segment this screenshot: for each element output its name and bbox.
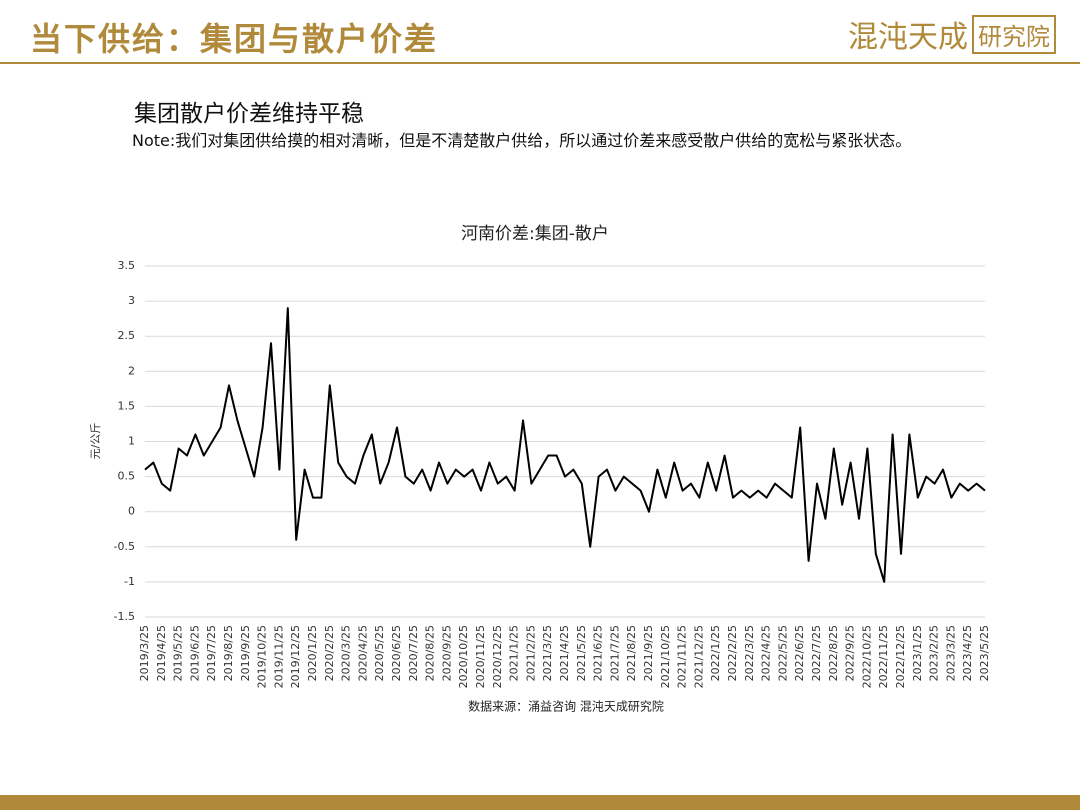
x-tick-label: 2021/11/25 bbox=[676, 625, 689, 688]
logo: 混沌天成 研究院 bbox=[848, 12, 1056, 56]
x-tick-label: 2020/3/25 bbox=[340, 625, 353, 681]
y-tick-label: -1 bbox=[124, 575, 135, 588]
y-tick-label: 0.5 bbox=[118, 470, 136, 483]
x-tick-label: 2019/7/25 bbox=[205, 625, 218, 681]
x-tick-label: 2022/4/25 bbox=[760, 625, 773, 681]
x-tick-label: 2023/5/25 bbox=[978, 625, 991, 681]
x-tick-label: 2022/6/25 bbox=[793, 625, 806, 681]
x-tick-label: 2021/12/25 bbox=[692, 625, 705, 688]
x-tick-label: 2021/9/25 bbox=[642, 625, 655, 681]
x-tick-label: 2019/9/25 bbox=[239, 625, 252, 681]
x-tick-label: 2022/7/25 bbox=[810, 625, 823, 681]
x-tick-label: 2020/5/25 bbox=[373, 625, 386, 681]
y-tick-label: 2.5 bbox=[118, 329, 136, 342]
y-axis-label: 元/公斤 bbox=[89, 423, 102, 460]
x-tick-label: 2020/12/25 bbox=[491, 625, 504, 688]
chart-title: 河南价差:集团-散户 bbox=[461, 224, 609, 244]
x-tick-label: 2020/2/25 bbox=[323, 625, 336, 681]
y-tick-label: 1 bbox=[128, 435, 135, 448]
x-tick-label: 2020/9/25 bbox=[440, 625, 453, 681]
x-tick-label: 2022/12/25 bbox=[894, 625, 907, 688]
source: 数据来源：涌益咨询 混沌天成研究院 bbox=[468, 699, 664, 714]
x-tick-label: 2021/4/25 bbox=[558, 625, 571, 681]
x-tick-label: 2019/10/25 bbox=[256, 625, 269, 688]
x-tick-label: 2021/7/25 bbox=[608, 625, 621, 681]
header-rule bbox=[0, 62, 1080, 64]
x-tick-label: 2022/5/25 bbox=[776, 625, 789, 681]
slide-title: 当下供给：集团与散户价差 bbox=[30, 20, 439, 58]
x-tick-label: 2019/3/25 bbox=[138, 625, 151, 681]
x-tick-label: 2023/4/25 bbox=[961, 625, 974, 681]
y-tick-label: 3 bbox=[128, 294, 135, 307]
x-tick-label: 2019/4/25 bbox=[155, 625, 168, 681]
footer-bar bbox=[0, 795, 1080, 810]
x-tick-label: 2019/12/25 bbox=[289, 625, 302, 688]
x-tick-label: 2019/5/25 bbox=[172, 625, 185, 681]
x-tick-label: 2021/8/25 bbox=[625, 625, 638, 681]
x-tick-label: 2022/3/25 bbox=[743, 625, 756, 681]
x-tick-label: 2020/1/25 bbox=[306, 625, 319, 681]
x-tick-label: 2020/8/25 bbox=[424, 625, 437, 681]
y-tick-label: 2 bbox=[128, 364, 135, 377]
x-tick-label: 2021/3/25 bbox=[541, 625, 554, 681]
y-tick-label: 1.5 bbox=[118, 399, 136, 412]
x-tick-label: 2022/2/25 bbox=[726, 625, 739, 681]
x-tick-label: 2020/11/25 bbox=[474, 625, 487, 688]
x-tick-label: 2022/8/25 bbox=[827, 625, 840, 681]
note: Note:我们对集团供给摸的相对清晰，但是不清楚散户供给，所以通过价差来感受散户… bbox=[132, 131, 912, 150]
x-tick-label: 2022/1/25 bbox=[709, 625, 722, 681]
x-tick-label: 2020/7/25 bbox=[407, 625, 420, 681]
x-tick-label: 2020/4/25 bbox=[356, 625, 369, 681]
x-tick-label: 2020/6/25 bbox=[390, 625, 403, 681]
x-tick-label: 2021/6/25 bbox=[592, 625, 605, 681]
logo-text: 混沌天成 bbox=[848, 20, 968, 55]
x-tick-label: 2023/3/25 bbox=[944, 625, 957, 681]
x-tick-label: 2021/5/25 bbox=[575, 625, 588, 681]
y-tick-label: -0.5 bbox=[114, 540, 135, 553]
x-tick-label: 2019/8/25 bbox=[222, 625, 235, 681]
x-tick-label: 2022/10/25 bbox=[860, 625, 873, 688]
x-tick-label: 2023/1/25 bbox=[911, 625, 924, 681]
x-tick-label: 2022/9/25 bbox=[844, 625, 857, 681]
logo-box: 研究院 bbox=[972, 14, 1056, 54]
x-tick-label: 2021/2/25 bbox=[524, 625, 537, 681]
x-tick-label: 2021/10/25 bbox=[659, 625, 672, 688]
x-tick-label: 2019/6/25 bbox=[188, 625, 201, 681]
x-tick-label: 2019/11/25 bbox=[272, 625, 285, 688]
subtitle: 集团散户价差维持平稳 bbox=[134, 101, 364, 127]
y-tick-label: 0 bbox=[128, 505, 135, 518]
x-tick-label: 2021/1/25 bbox=[508, 625, 521, 681]
data-line bbox=[144, 307, 986, 583]
x-tick-label: 2023/2/25 bbox=[928, 625, 941, 681]
y-tick-label: -1.5 bbox=[114, 610, 135, 623]
x-tick-label: 2020/10/25 bbox=[457, 625, 470, 688]
x-tick-label: 2022/11/25 bbox=[877, 625, 890, 688]
y-tick-label: 3.5 bbox=[118, 259, 136, 272]
